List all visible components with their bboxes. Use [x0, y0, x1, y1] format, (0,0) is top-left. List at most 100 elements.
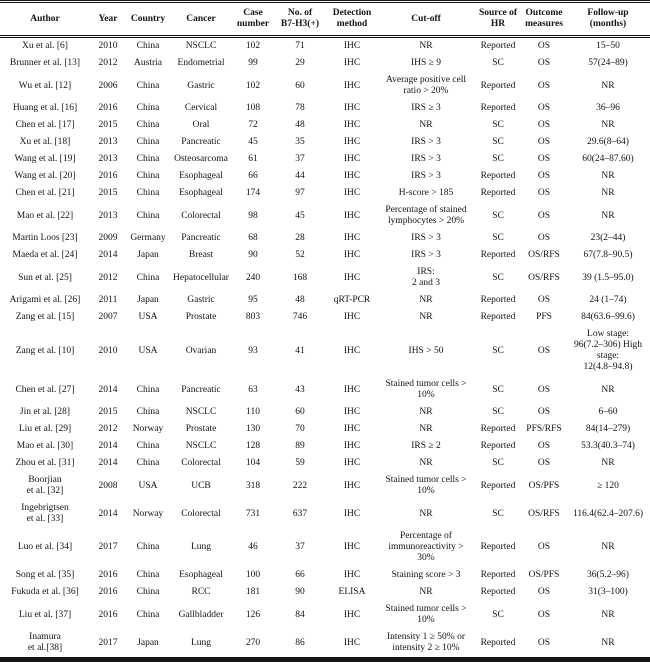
- table-cell: OS: [537, 407, 551, 417]
- table-row: Chen et al. [17] 2015 China Oral 72 48 IHC NR SC…: [0, 117, 650, 134]
- table-row: Mao et al. [30] 2014 China NSCLC 128 89 IHC IRS…: [0, 438, 650, 455]
- table-cell: OS: [537, 441, 551, 451]
- table-cell: Intensity 1 ≥ 50% or intensity 2 ≥ 10%: [386, 632, 466, 653]
- table-cell: Mao et al. [30]: [16, 441, 74, 451]
- table-cell: 48: [295, 120, 305, 130]
- table-cell: IHC: [343, 80, 361, 91]
- table-cell: 130: [245, 424, 261, 434]
- table-cell: 222: [292, 480, 308, 491]
- table-cell: IHS ≥ 9: [410, 58, 442, 68]
- table-cell: SC: [492, 137, 504, 147]
- table-cell: 57(24–89): [588, 58, 628, 68]
- table-cell: 86: [295, 637, 305, 648]
- table-cell: 90: [295, 587, 305, 597]
- table-cell: 116.4(62.4–207.6): [572, 508, 644, 519]
- table-cell: Song et al. [35]: [15, 570, 75, 580]
- table-cell: OS/PFS: [528, 570, 560, 580]
- table-cell: IHC: [343, 570, 361, 580]
- table-cell: 2013: [98, 154, 118, 164]
- table-cell: 99: [248, 58, 258, 68]
- column-header-8: Source of HR: [474, 1, 522, 38]
- table-cell: Colorectal: [181, 508, 221, 519]
- table-cell: NR: [601, 210, 615, 221]
- table-cell: OS/RFS: [528, 272, 560, 283]
- table-cell: Lung: [190, 637, 212, 648]
- table-cell: Percentage of immunoreactivity > 30%: [388, 531, 464, 563]
- table-cell: Gastric: [187, 80, 215, 91]
- column-header-5: No. of B7-H3(+): [274, 1, 326, 38]
- table-cell: IHC: [343, 210, 361, 221]
- table-cell: Reported: [480, 587, 516, 597]
- table-cell: 2014: [98, 250, 118, 260]
- table-cell: PFS: [536, 312, 552, 322]
- table-cell: Norway: [132, 508, 164, 519]
- table-row: Liu et al. [29] 2012 Norway Prostate 130 70 IH…: [0, 421, 650, 438]
- table-cell: Reported: [480, 171, 516, 181]
- table-cell: IRS ≥ 3: [411, 103, 441, 113]
- table-cell: Percentage of stained lymphocytes > 20%: [385, 205, 467, 226]
- table-cell: 2010: [98, 41, 118, 51]
- table-cell: Xu et al. [6]: [22, 41, 68, 51]
- table-cell: China: [136, 384, 160, 395]
- table-cell: RCC: [191, 587, 211, 597]
- table-cell: Stained tumor cells > 10%: [385, 379, 467, 400]
- table-cell: OS: [537, 233, 551, 243]
- table-row: Liu et al. [37] 2016 China Gallbladder 126 84…: [0, 601, 650, 629]
- table-cell: Luo et al. [34]: [17, 542, 73, 552]
- table-cell: Inamura et al.[38]: [27, 632, 63, 653]
- header-row: Author Year Country Cancer Case number No. of…: [0, 1, 650, 38]
- table-cell: SC: [492, 154, 504, 164]
- table-cell: IHC: [343, 250, 361, 260]
- table-cell: Staining score > 3: [391, 570, 461, 580]
- table-cell: 90: [248, 250, 258, 260]
- table-cell: IHC: [343, 345, 361, 356]
- table-cell: Chen et al. [27]: [15, 384, 75, 395]
- table-cell: 2015: [98, 120, 118, 130]
- table-row: Luo et al. [34] 2017 China Lung 46 37 IHC Perce…: [0, 528, 650, 567]
- table-cell: OS: [537, 41, 551, 51]
- table-cell: Pancreatic: [181, 233, 221, 243]
- table-cell: Average positive cell ratio > 20%: [385, 75, 466, 96]
- table-cell: IHC: [343, 542, 361, 552]
- table-cell: 2011: [98, 295, 118, 305]
- table-cell: 637: [292, 508, 308, 519]
- table-cell: Endometrial: [177, 58, 225, 68]
- table-cell: 2016: [98, 103, 118, 113]
- table-cell: ELISA: [338, 587, 366, 597]
- table-cell: 2017: [98, 637, 118, 648]
- table-cell: 78: [295, 103, 305, 113]
- table-cell: 2012: [98, 272, 118, 283]
- table-cell: IHS > 50: [408, 345, 444, 356]
- table-cell: NSCLC: [185, 441, 217, 451]
- table-cell: 68: [248, 233, 258, 243]
- table-cell: NR: [601, 188, 615, 198]
- table-cell: IHC: [343, 272, 361, 283]
- table-row: Xu et al. [18] 2013 China Pancreatic 45 35 IHC…: [0, 134, 650, 151]
- table-cell: 71: [295, 41, 305, 51]
- table-cell: NR: [419, 508, 433, 519]
- table-cell: China: [136, 188, 160, 198]
- table-cell: Brunner et al. [13]: [9, 58, 81, 68]
- column-header-4: Case number: [232, 1, 274, 38]
- table-cell: Oral: [192, 120, 210, 130]
- table-cell: 53.3(40.3–74): [581, 441, 635, 451]
- table-row: Xu et al. [6] 2010 China NSCLC 102 71 IHC NR Rep…: [0, 37, 650, 56]
- table-cell: 89: [295, 441, 305, 451]
- table-cell: China: [136, 41, 160, 51]
- table-row: Wang et al. [20] 2016 China Esophageal 66 44 I…: [0, 168, 650, 185]
- table-cell: 2016: [98, 587, 118, 597]
- table-cell: IHC: [343, 154, 361, 164]
- table-cell: OS: [537, 171, 551, 181]
- table-cell: 2016: [98, 171, 118, 181]
- table-cell: SC: [492, 58, 504, 68]
- table-cell: 102: [245, 41, 261, 51]
- table-cell: Jin et al. [28]: [19, 407, 71, 417]
- table-cell: 44: [295, 171, 305, 181]
- table-cell: 2006: [98, 80, 118, 91]
- table-cell: Lung: [190, 542, 212, 552]
- table-cell: Colorectal: [181, 210, 221, 221]
- table-row: Song et al. [35] 2016 China Esophageal 100 66…: [0, 567, 650, 584]
- table-row: Brunner et al. [13] 2012 Austria Endometria…: [0, 55, 650, 72]
- table-cell: 2015: [98, 407, 118, 417]
